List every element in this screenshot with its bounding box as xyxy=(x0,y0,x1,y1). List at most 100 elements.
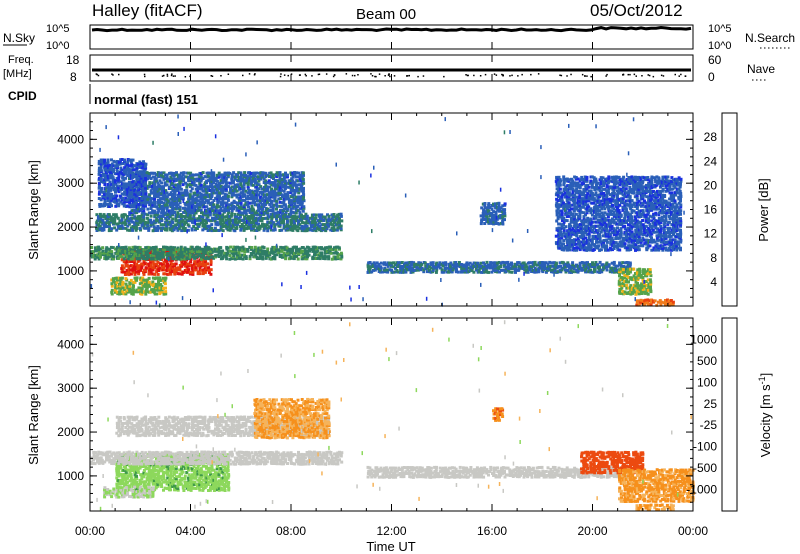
power-cell xyxy=(273,213,277,217)
power-cell xyxy=(161,214,165,218)
power-cell xyxy=(302,249,306,253)
power-cell xyxy=(241,245,245,249)
power-cell xyxy=(300,255,304,259)
power-cell xyxy=(116,216,120,220)
power-cell xyxy=(161,193,165,197)
nave-dot xyxy=(172,75,175,77)
power-cell xyxy=(180,229,184,233)
power-cell xyxy=(215,179,219,183)
power-cell xyxy=(218,211,222,215)
power-cell xyxy=(204,251,208,255)
nave-dot xyxy=(530,73,532,76)
power-cell xyxy=(164,220,168,224)
power-cell xyxy=(165,264,169,268)
power-cell xyxy=(164,286,167,290)
power-cell xyxy=(199,179,203,183)
power-cell xyxy=(190,173,194,177)
power-cell xyxy=(140,248,144,252)
power-cell xyxy=(120,268,124,272)
power-cell xyxy=(90,253,94,257)
power-cell xyxy=(250,221,253,224)
power-cell xyxy=(127,273,131,277)
power-cell xyxy=(146,213,150,217)
power-cell xyxy=(99,247,103,251)
power-cell xyxy=(107,251,110,255)
power-cell xyxy=(260,249,264,253)
power-cell xyxy=(206,201,210,205)
power-cell xyxy=(558,239,562,243)
power-cell xyxy=(144,268,147,272)
power-cell xyxy=(109,229,113,232)
power-cell xyxy=(136,178,140,181)
power-cell xyxy=(147,253,151,257)
power-cell xyxy=(183,220,187,224)
power-cell xyxy=(487,270,491,274)
power-cell xyxy=(97,249,101,253)
power-cell xyxy=(203,268,207,272)
power-cell xyxy=(196,217,200,221)
power-cell xyxy=(300,249,304,253)
power-cell xyxy=(230,257,234,261)
power-cell xyxy=(264,253,268,257)
power-cell xyxy=(305,250,309,253)
power-cell xyxy=(180,253,184,257)
power-cell xyxy=(248,221,252,225)
power-cell xyxy=(334,257,338,261)
power-cell xyxy=(329,221,333,225)
power-cell xyxy=(287,257,291,261)
nave-dot xyxy=(422,75,425,77)
power-cell xyxy=(199,201,203,205)
power-cell xyxy=(325,227,329,231)
power-cell xyxy=(174,173,178,177)
power-cell xyxy=(201,272,205,276)
power-cell xyxy=(325,255,329,259)
nave-dot xyxy=(170,74,173,77)
power-cell xyxy=(149,270,153,274)
power-cell xyxy=(214,222,218,226)
power-cell xyxy=(305,257,309,261)
power-cell xyxy=(335,228,339,232)
power-cell xyxy=(128,251,132,255)
power-cell xyxy=(122,257,126,261)
power-cell xyxy=(124,277,128,281)
power-cell xyxy=(199,262,203,266)
power-cell xyxy=(235,221,239,225)
power-cell xyxy=(124,226,128,230)
power-cell xyxy=(319,229,323,233)
power-cell xyxy=(189,179,193,183)
power-cell xyxy=(214,205,217,209)
power-cell xyxy=(147,197,151,200)
power-cell xyxy=(205,205,209,209)
power-cell xyxy=(332,219,336,223)
power-cell xyxy=(215,203,219,207)
power-cell xyxy=(155,179,159,183)
power-cell xyxy=(133,187,137,191)
power-cell xyxy=(171,270,174,274)
power-cell xyxy=(189,197,193,201)
nave-dot xyxy=(351,74,354,77)
power-cell xyxy=(314,245,318,249)
power-cell xyxy=(286,207,289,211)
power-cell xyxy=(131,270,135,274)
power-cell xyxy=(138,264,142,268)
power-cell xyxy=(305,214,309,218)
power-cell xyxy=(149,177,153,180)
power-cell xyxy=(169,187,173,190)
power-cell xyxy=(183,189,187,193)
power-cell xyxy=(125,269,129,272)
power-cell xyxy=(248,254,252,258)
power-cell xyxy=(118,224,122,228)
power-cell xyxy=(198,181,202,185)
power-cell xyxy=(110,227,114,231)
power-cell xyxy=(142,258,146,262)
power-cell xyxy=(203,211,207,215)
power-cell xyxy=(203,193,207,197)
power-cell xyxy=(311,223,315,227)
power-cell xyxy=(250,213,254,217)
power-cell xyxy=(205,245,209,249)
power-cell xyxy=(318,246,321,250)
power-cell xyxy=(158,179,162,183)
power-cell xyxy=(135,209,139,212)
power-cell xyxy=(231,221,235,225)
